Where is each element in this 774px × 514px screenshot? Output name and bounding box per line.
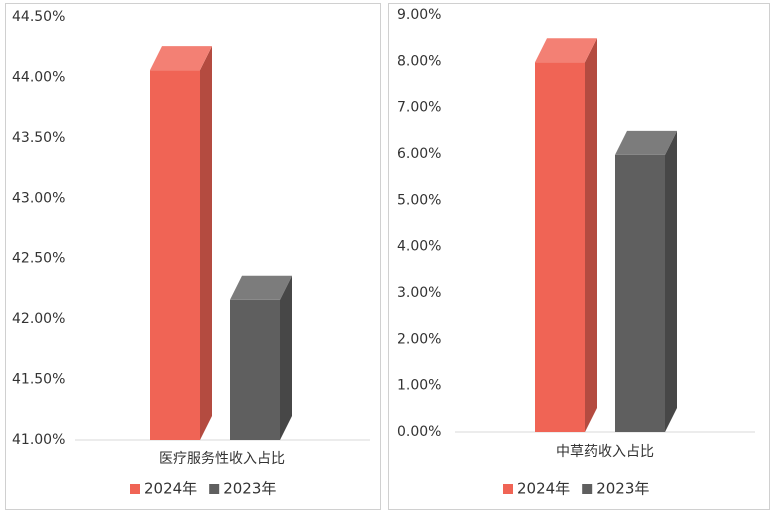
y-tick-label: 42.00% [12, 311, 65, 327]
legend-label: 2024年 [144, 480, 197, 498]
y-tick-label: 6.00% [397, 146, 441, 162]
bar-side [665, 130, 677, 432]
bar-top [230, 275, 292, 300]
legend-label: 2023年 [223, 480, 276, 498]
bar-side [200, 46, 212, 440]
legend-swatch [130, 484, 140, 494]
y-tick-label: 4.00% [397, 239, 441, 255]
y-tick-label: 43.00% [12, 190, 65, 206]
bar-side [280, 275, 292, 440]
y-tick-label: 2.00% [397, 331, 441, 347]
bar-side [585, 38, 597, 432]
x-tick-label: 医疗服务性收入占比 [159, 451, 285, 467]
y-tick-label: 41.50% [12, 372, 65, 388]
y-tick-label: 5.00% [397, 192, 441, 208]
y-tick-label: 1.00% [397, 378, 441, 394]
legend-swatch [209, 484, 220, 494]
y-tick-label: 44.50% [12, 9, 65, 25]
y-tick-label: 8.00% [397, 53, 441, 69]
x-tick-label: 中草药收入占比 [556, 444, 654, 460]
y-tick-label: 3.00% [397, 285, 441, 301]
y-tick-label: 42.50% [12, 251, 65, 267]
legend-swatch [503, 484, 513, 494]
bar [230, 299, 280, 440]
bar-top [535, 38, 597, 63]
legend-label: 2023年 [596, 480, 649, 498]
bar [615, 154, 665, 432]
y-tick-label: 9.00% [397, 7, 441, 23]
y-tick-label: 7.00% [397, 100, 441, 116]
bar-top [150, 46, 212, 71]
y-tick-label: 43.50% [12, 130, 65, 146]
y-tick-label: 44.00% [12, 69, 65, 85]
bar [535, 62, 585, 432]
legend-swatch [582, 484, 593, 494]
bar-top [615, 130, 677, 155]
bar [150, 70, 200, 441]
y-tick-label: 0.00% [397, 424, 441, 440]
legend-label: 2024年 [517, 480, 570, 498]
y-tick-label: 41.00% [12, 432, 65, 448]
